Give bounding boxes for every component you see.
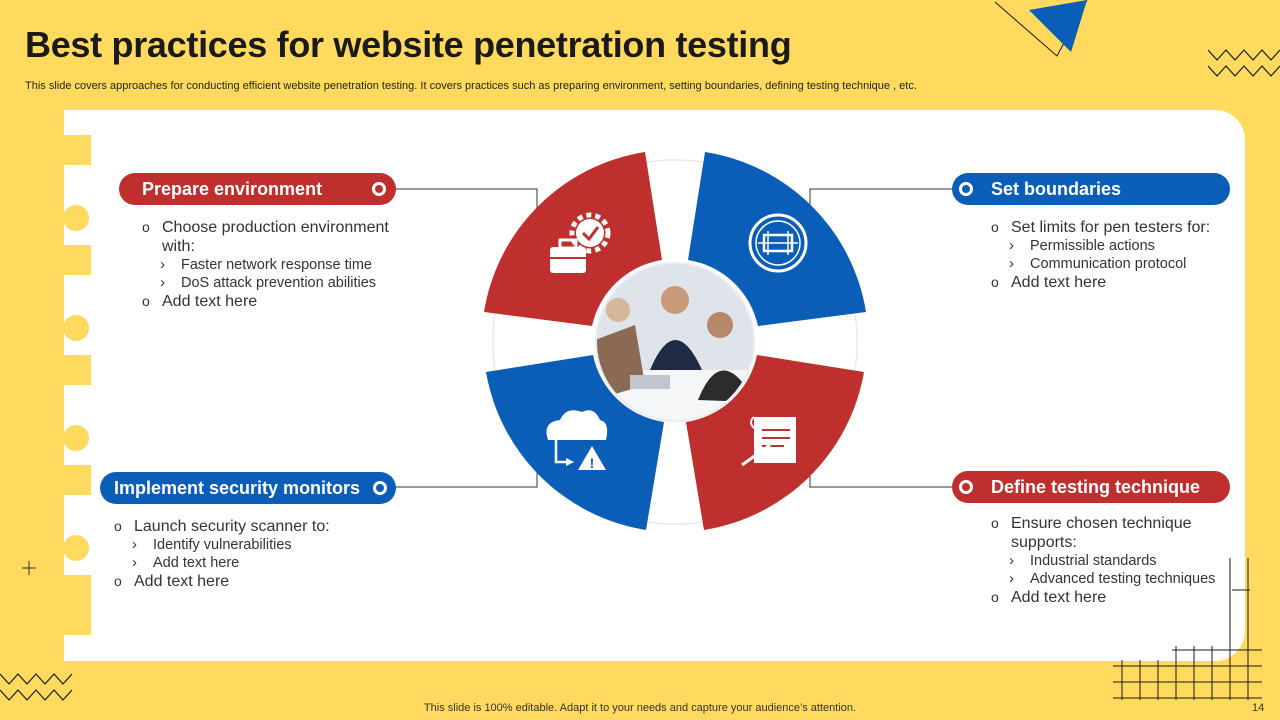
page-number: 14: [1252, 702, 1265, 714]
footer-text: This slide is 100% editable. Adapt it to…: [423, 702, 857, 714]
list-item: Permissible actions: [991, 237, 1231, 255]
puzzle-edge-decoration: [40, 110, 91, 661]
set-boundaries-label: Set boundaries: [991, 179, 1122, 199]
set-boundaries-heading: Set boundaries: [952, 173, 1230, 205]
testing-technique-heading: Define testing technique: [952, 471, 1230, 503]
list-item: Set limits for pen testers for:: [991, 218, 1231, 237]
testing-technique-label: Define testing technique: [991, 477, 1201, 497]
segment-monitors: [486, 355, 664, 530]
triangle-decoration: [995, 0, 1088, 57]
svg-text:!: !: [590, 455, 595, 471]
ring-icon: [372, 182, 386, 196]
grid-decoration: [1113, 558, 1262, 700]
security-monitors-label: Implement security monitors: [114, 478, 361, 498]
list-item: Add text here: [991, 273, 1231, 292]
security-monitors-list: Launch security scanner to: Identify vul…: [114, 517, 374, 591]
list-item: Faster network response time: [142, 256, 402, 274]
plus-decoration: [22, 561, 36, 575]
zigzag-decoration: [1208, 49, 1280, 77]
toolbox-gear-icon: [550, 212, 611, 273]
list-item: Add text here: [114, 554, 374, 572]
prepare-environment-heading: Prepare environment: [119, 173, 396, 205]
zigzag-decoration: [0, 673, 73, 701]
boundary-frame-icon: [748, 213, 808, 273]
list-item: Communication protocol: [991, 255, 1231, 273]
ring-icon: [373, 481, 387, 495]
slide-title: Best practices for website penetration t…: [25, 24, 792, 65]
set-boundaries-list: Set limits for pen testers for: Permissi…: [991, 218, 1231, 292]
security-monitors-heading: Implement security monitors: [100, 472, 396, 504]
ring-icon: [959, 182, 973, 196]
list-item: Identify vulnerabilities: [114, 536, 374, 554]
segment-boundaries: [688, 152, 866, 326]
list-item: Launch security scanner to:: [114, 517, 374, 536]
list-item: Add text here: [991, 588, 1231, 607]
list-item: Industrial standards: [991, 552, 1231, 570]
list-item: Add text here: [114, 572, 374, 591]
cloud-warning-icon: !: [546, 410, 608, 471]
list-item: DoS attack prevention abilities: [142, 274, 402, 292]
list-item: Advanced testing techniques: [991, 570, 1231, 588]
center-wheel-diagram: !: [484, 152, 866, 530]
prepare-environment-label: Prepare environment: [142, 179, 323, 199]
document-pen-icon: [741, 416, 796, 467]
slide-subtitle: This slide covers approaches for conduct…: [25, 80, 917, 92]
business-team-photo: [595, 262, 755, 422]
ring-icon: [959, 480, 973, 494]
list-item: Add text here: [142, 292, 402, 311]
